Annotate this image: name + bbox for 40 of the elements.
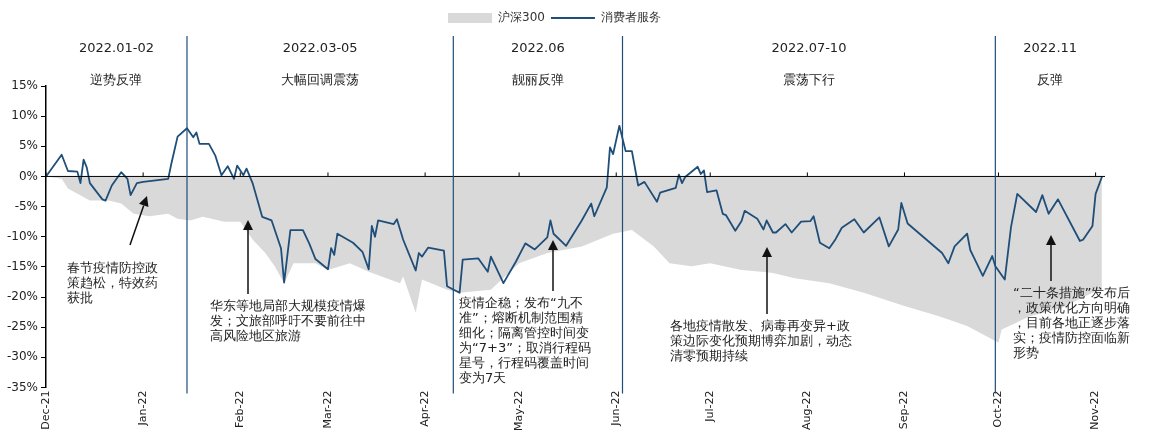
y-tick-label: 0% [18,168,38,183]
x-tick-label: Jan-22 [135,390,149,427]
x-tick-label: Feb-22 [233,390,247,428]
x-tick-label: Mar-22 [320,390,334,429]
x-tick-label: Nov-22 [1088,390,1102,430]
annotation: 震荡下行 [782,72,835,88]
x-tick-label: Jun-22 [609,390,623,427]
y-tick-label: -35% [6,379,38,394]
annotation: 大幅回调震荡 [281,72,360,88]
x-tick-label: Aug-22 [800,390,814,430]
text: 2022.01-02 [79,40,154,56]
x-tick-label: May-22 [511,390,525,431]
text: 2022.03-05 [282,40,358,56]
annotation: 反弹 [1037,72,1064,88]
y-tick-label: 15% [11,78,38,93]
x-tick-label: Sep-22 [897,390,911,430]
y-tick-label: -25% [6,319,38,334]
x-tick-label: Dec-21 [38,390,52,430]
text: 2022.11 [1023,40,1078,56]
annotation: 疫情企稳；发布“九不准”；熔断机制范围精细化；隔离管控时间变为“7+3”；取消行程码星号，行程码覆盖时间变为7天 [459,294,591,385]
annotation: “二十条措施”发布后，政策优化方向明确，目前各地正逐步落实；疫情防控面临新形势 [1013,284,1131,360]
y-tick-label: 10% [11,108,38,123]
y-tick-label: -5% [14,198,38,213]
x-tick-label: Apr-22 [417,390,431,427]
legend-label: 沪深300 [498,10,545,25]
y-tick-label: -30% [6,349,38,364]
y-tick-label: -10% [6,228,38,243]
y-tick-label: 5% [18,138,38,153]
legend-label: 消费者服务 [600,10,661,25]
x-tick-label: Oct-22 [991,390,1005,428]
annotation: 逆势反弹 [90,72,143,88]
annotation: 靓丽反弹 [511,72,564,88]
x-tick-label: Jul-22 [703,390,717,423]
y-tick-label: -15% [6,259,38,274]
text: 2022.07-10 [771,40,847,56]
annotation: 春节疫情防控政策趋松，特效药获批 [67,259,158,305]
y-tick-label: -20% [6,289,38,304]
text: 2022.06 [511,40,565,56]
annotation: 华东等地局部大规模疫情爆发；文旅部呼吁不要前往中高风险地区旅游 [210,297,366,343]
annotation: 各地疫情散发、病毒再变异+政策边际变化预期博弈加剧，动态清零预期持续 [670,317,852,363]
